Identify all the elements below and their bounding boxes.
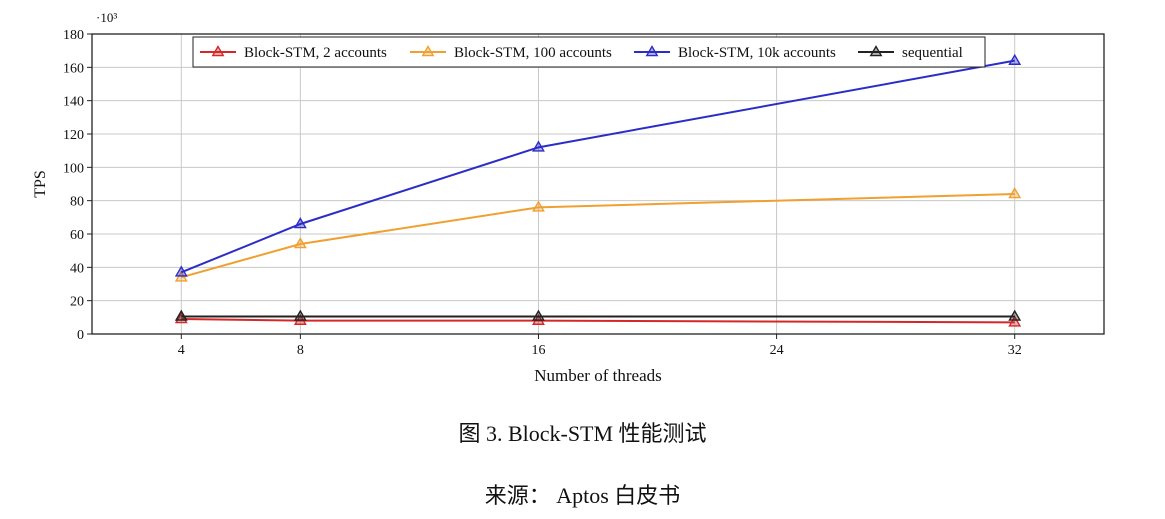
data-point [1008,187,1022,199]
data-point [532,309,545,321]
legend-item: Block-STM, 2 accounts [200,45,387,61]
legend-swatch-marker [645,45,659,57]
y-tick-label: 20 [70,295,84,310]
series-line [181,193,1015,279]
figure-source: 来源： Aptos 白皮书 [484,483,681,508]
data-point [1008,53,1022,65]
data-point [293,309,307,321]
y-tick-label: 80 [70,195,84,210]
legend-item: Block-STM, 10k accounts [634,45,836,61]
x-tick-label: 32 [1008,343,1022,358]
data-point [293,217,307,229]
plot-frame [91,33,1105,335]
y-axis-label: TPS [32,170,49,198]
legend-item: Block-STM, 100 accounts [410,45,612,61]
legend-swatch-marker [211,45,225,57]
y-tick-label: 40 [70,261,84,276]
x-tick-label: 8 [297,343,304,358]
y-tick-label: 180 [63,28,84,43]
figure-caption: 图 3. Block-STM 性能测试 [458,421,707,446]
data-point [1008,315,1022,327]
x-tick-label: 4 [178,343,185,358]
y-tick-label: 140 [63,95,84,110]
x-axis-ticks: 4 8 16 24 32 [178,334,1022,358]
y-tick-label: 120 [63,128,84,143]
legend-swatch-marker [869,45,883,57]
series-line [181,318,1015,324]
legend-label: sequential [902,45,963,61]
series-2 [174,53,1022,277]
grid-lines [92,34,1104,334]
series-3 [174,309,1022,321]
y-tick-label: 160 [63,61,84,76]
data-point [174,265,188,277]
y-tick-label: 60 [70,228,84,243]
series-layer [174,53,1022,327]
legend-box [192,36,986,68]
legend-label: Block-STM, 10k accounts [678,45,836,61]
legend: Block-STM, 2 accounts Block-STM, 100 acco… [192,36,986,68]
legend-label: Block-STM, 2 accounts [244,45,387,61]
series-line [180,59,1015,274]
y-tick-label: 100 [63,161,84,176]
tps-line-chart: 4 8 16 24 32 0 20 40 60 80 100 120 140 160 180 ·10³ N… [32,10,1105,385]
x-tick-label: 24 [770,343,784,358]
y-axis-multiplier: ·10³ [96,10,117,25]
data-point [174,309,188,321]
y-tick-label: 0 [77,328,84,343]
data-point [293,237,307,249]
data-point [532,140,545,152]
x-tick-label: 16 [531,343,545,358]
legend-swatch-marker [421,45,435,57]
x-axis-label: Number of threads [534,366,661,385]
data-point [532,200,545,212]
legend-label: Block-STM, 100 accounts [454,45,612,61]
y-axis-ticks: 0 20 40 60 80 100 120 140 160 180 [63,28,92,343]
data-point [1008,309,1022,321]
legend-item: sequential [858,45,963,61]
